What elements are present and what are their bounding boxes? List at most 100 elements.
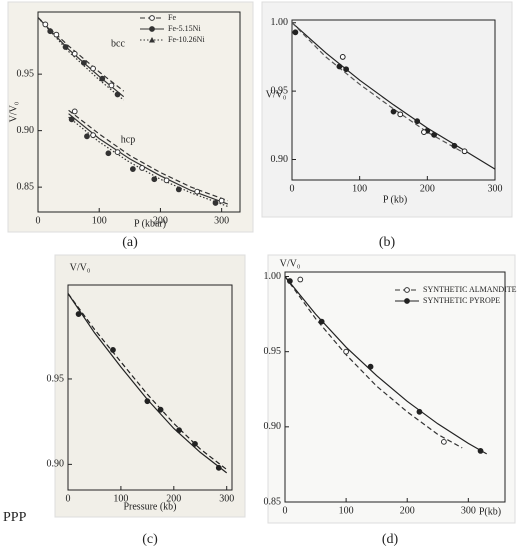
- marker: [318, 318, 325, 325]
- marker: [343, 66, 350, 73]
- y-tick-label: 0.95: [47, 373, 65, 384]
- marker: [47, 28, 54, 35]
- y-axis-label: V/V₀: [280, 258, 301, 269]
- panel-background: [7, 1, 254, 233]
- panel-label: (a): [122, 235, 138, 250]
- y-tick-label: 1.00: [264, 271, 282, 282]
- marker: [105, 150, 112, 157]
- marker: [404, 298, 410, 304]
- side-text: PPP: [3, 510, 27, 525]
- marker: [175, 186, 182, 193]
- marker: [75, 311, 82, 317]
- marker: [416, 408, 423, 415]
- marker: [440, 438, 447, 445]
- x-tick-label: 300: [214, 215, 229, 226]
- annotation: bcc: [111, 38, 125, 49]
- marker: [192, 440, 198, 447]
- y-axis-label: V/V₀: [8, 101, 19, 122]
- x-tick-label: 200: [400, 505, 415, 516]
- marker: [367, 363, 374, 370]
- panel-background: [54, 254, 246, 518]
- panel-label: (d): [382, 532, 399, 547]
- y-tick-label: 0.95: [17, 68, 35, 79]
- marker: [108, 82, 115, 89]
- x-tick-label: 200: [420, 183, 435, 194]
- x-tick-label: 300: [461, 505, 476, 516]
- marker: [176, 427, 182, 434]
- legend-label: SYNTHETIC PYROPE: [423, 296, 500, 305]
- marker: [139, 165, 145, 171]
- x-axis-label: Pressure (kb): [123, 501, 176, 512]
- marker: [149, 26, 155, 32]
- x-tick-label: 100: [92, 215, 107, 226]
- legend-label: Fe-10.26Ni: [168, 35, 205, 44]
- marker: [421, 129, 427, 136]
- y-axis-label: V/V₀: [266, 89, 287, 100]
- marker: [431, 131, 438, 138]
- marker: [42, 21, 49, 28]
- marker: [62, 44, 69, 50]
- legend-label: Fe: [168, 13, 176, 22]
- y-tick-label: 0.90: [271, 154, 289, 165]
- panel-background: [267, 254, 516, 524]
- marker: [339, 54, 346, 60]
- panel-background: [261, 1, 513, 218]
- plot-area: [67, 284, 233, 491]
- marker: [53, 31, 60, 38]
- plot-area: [284, 271, 506, 503]
- x-tick-label: 200: [153, 215, 168, 226]
- plot-area: [37, 11, 241, 213]
- legend-label: SYNTHETIC ALMANDITE: [423, 285, 517, 294]
- marker: [71, 108, 78, 115]
- marker: [343, 348, 350, 355]
- marker: [114, 91, 121, 98]
- annotation: hcp: [121, 134, 135, 145]
- y-tick-label: 0.95: [271, 85, 289, 96]
- marker: [461, 148, 468, 155]
- y-tick-label: 0.90: [17, 125, 35, 136]
- y-axis-label: V/V₀: [70, 262, 91, 273]
- marker: [477, 447, 484, 454]
- marker: [90, 65, 96, 72]
- marker: [218, 197, 225, 204]
- marker: [81, 59, 87, 66]
- marker: [129, 166, 136, 172]
- marker: [99, 75, 106, 82]
- x-tick-label: 100: [352, 183, 367, 194]
- x-tick-label: 300: [488, 183, 503, 194]
- marker: [84, 133, 90, 140]
- marker: [157, 406, 164, 413]
- marker: [149, 15, 155, 21]
- x-tick-label: 0: [36, 215, 41, 226]
- x-tick-label: 100: [113, 493, 128, 504]
- marker: [451, 142, 458, 149]
- x-axis-label: P (kbar): [134, 218, 166, 229]
- panel-label: (c): [142, 532, 158, 547]
- series-line: [67, 293, 228, 470]
- x-axis-label: P (kb): [383, 194, 407, 205]
- y-tick-label: 0.95: [264, 346, 282, 357]
- marker: [297, 276, 304, 283]
- marker: [90, 132, 96, 139]
- x-tick-label: 0: [290, 183, 295, 194]
- series-line: [291, 22, 496, 170]
- marker: [151, 176, 158, 183]
- y-tick-label: 0.85: [17, 181, 35, 192]
- marker: [286, 278, 293, 284]
- y-tick-label: 0.90: [47, 459, 65, 470]
- x-axis-label: P(kb): [479, 506, 501, 517]
- marker: [215, 464, 222, 471]
- marker: [212, 200, 219, 206]
- marker: [414, 118, 421, 125]
- marker: [110, 347, 116, 353]
- marker: [194, 188, 201, 195]
- x-tick-label: 0: [66, 493, 71, 504]
- marker: [390, 108, 397, 115]
- marker: [292, 29, 299, 36]
- marker: [114, 149, 121, 156]
- x-tick-label: 100: [339, 505, 354, 516]
- marker: [71, 50, 78, 57]
- marker: [336, 63, 343, 70]
- x-tick-label: 200: [166, 493, 181, 504]
- x-tick-label: 0: [283, 505, 288, 516]
